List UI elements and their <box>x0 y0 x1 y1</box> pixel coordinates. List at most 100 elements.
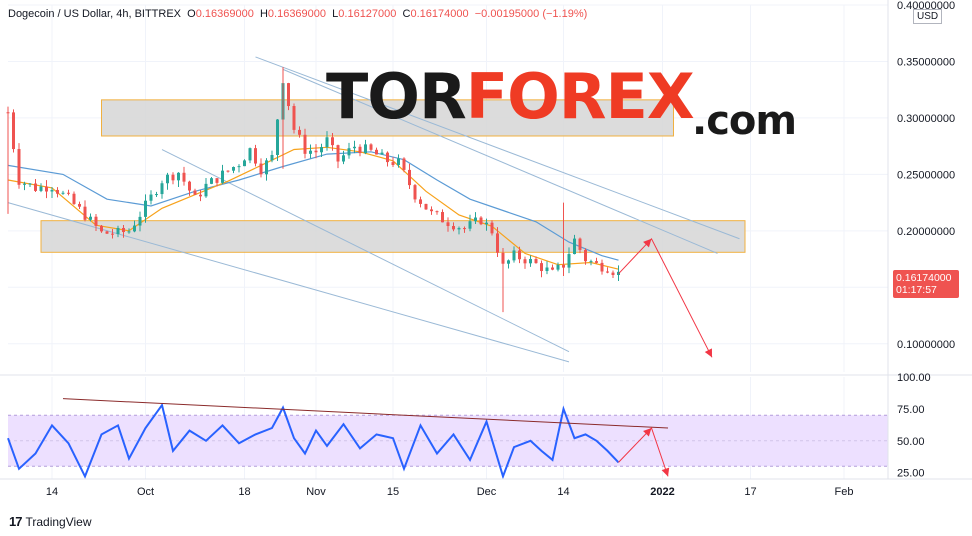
price-tick-label: 0.25000000 <box>897 169 955 181</box>
candle-body <box>540 263 543 272</box>
channel-line <box>282 68 718 254</box>
torforex-watermark: TORFOREX .com <box>326 66 797 145</box>
candle-body <box>56 189 59 194</box>
candle-body <box>155 194 158 196</box>
time-tick-label: Dec <box>477 486 497 498</box>
candle-body <box>254 148 257 164</box>
candle-body <box>545 267 549 272</box>
candle-body <box>259 163 263 175</box>
candle-body <box>303 134 307 154</box>
arrow-head <box>704 348 712 358</box>
candle-body <box>204 183 208 197</box>
rsi-line <box>7 402 620 480</box>
candle-body <box>347 148 351 156</box>
candle-body <box>17 149 21 185</box>
candle-body <box>435 211 439 213</box>
watermark-tor: TOR <box>326 60 467 133</box>
candle-body <box>369 144 373 150</box>
candle-body <box>127 231 131 233</box>
rsi-tick-label: 50.00 <box>897 436 925 448</box>
candle-body <box>243 160 246 167</box>
rsi-tick-label: 100.00 <box>897 372 931 384</box>
candle-body <box>133 225 136 232</box>
candle-body <box>573 238 576 255</box>
price-zones <box>40 99 746 253</box>
candle-body <box>171 174 175 181</box>
low-label: L <box>332 8 339 20</box>
candle-body <box>193 190 197 195</box>
candle-body <box>600 262 604 272</box>
candle-body <box>452 226 455 230</box>
price-tick-label: 0.30000000 <box>897 113 955 125</box>
open-value: 0.16369000 <box>195 8 254 20</box>
arrow-head <box>661 467 670 477</box>
price-tick-label: 0.20000000 <box>897 226 955 238</box>
open-label: O <box>187 8 196 20</box>
arrow-head <box>643 428 652 437</box>
resistance-zone <box>101 99 674 137</box>
candle-body <box>160 183 164 195</box>
candle-body <box>391 162 395 165</box>
trend-lines <box>7 56 740 363</box>
candle-body <box>122 227 125 233</box>
candle-body <box>468 221 472 229</box>
channel-line <box>161 149 570 353</box>
tradingview-brand: TradingView <box>25 514 92 529</box>
low-value: 0.16127000 <box>338 8 397 20</box>
candle-body <box>166 174 169 184</box>
candle-body <box>226 170 230 172</box>
rsi-tick-label: 75.00 <box>897 404 925 416</box>
high-value: 0.16369000 <box>267 8 327 20</box>
candle-body <box>364 144 367 154</box>
candle-body <box>23 183 26 185</box>
time-tick-label: 14 <box>46 486 58 498</box>
candle-body <box>45 186 48 192</box>
rsi-series <box>7 398 669 480</box>
candle-body <box>556 264 560 270</box>
candle-body <box>34 183 37 191</box>
candle-body <box>611 272 615 276</box>
currency-button[interactable]: USD <box>913 9 943 24</box>
candle-body <box>298 129 301 135</box>
candle-body <box>523 259 527 264</box>
candle-body <box>237 166 241 168</box>
candle-body <box>78 203 81 207</box>
price-tick-label: 0.10000000 <box>897 339 955 351</box>
candle-body <box>83 206 87 220</box>
candle-body <box>358 146 362 154</box>
close-value: 0.16174000 <box>410 8 469 20</box>
candle-body <box>287 83 290 107</box>
candle-body <box>270 154 274 161</box>
candle-body <box>501 252 505 264</box>
candle-body <box>292 106 296 130</box>
candle-body <box>199 194 202 197</box>
candle-body <box>39 186 43 191</box>
symbol-name: Dogecoin / US Dollar, 4h, BITTREX <box>8 8 182 20</box>
bar-countdown: 01:17:57 <box>896 284 937 296</box>
candle-body <box>397 158 400 165</box>
candle-body <box>490 222 494 234</box>
price-forecast-arrow <box>618 237 713 358</box>
candle-body <box>215 178 219 183</box>
support-zone <box>40 220 746 253</box>
candle-body <box>463 228 466 230</box>
candle-body <box>61 192 65 194</box>
candle-body <box>353 146 356 149</box>
candle-body <box>182 172 186 182</box>
candle-body <box>336 145 340 162</box>
candle-body <box>375 149 378 155</box>
candle-body <box>386 152 389 163</box>
watermark-forex: FOREX <box>465 60 695 133</box>
candle-body <box>413 185 417 200</box>
candle-body <box>479 217 483 225</box>
candle-body <box>496 233 499 253</box>
tradingview-mark-icon: 17 <box>9 514 23 529</box>
candle-body <box>50 189 54 192</box>
candle-body <box>595 261 598 263</box>
candle-body <box>188 181 191 191</box>
tradingview-logo[interactable]: 17 TradingView <box>9 514 92 529</box>
candle-body <box>144 200 147 217</box>
candle-body <box>72 193 76 204</box>
rsi-trend-line <box>62 398 669 429</box>
